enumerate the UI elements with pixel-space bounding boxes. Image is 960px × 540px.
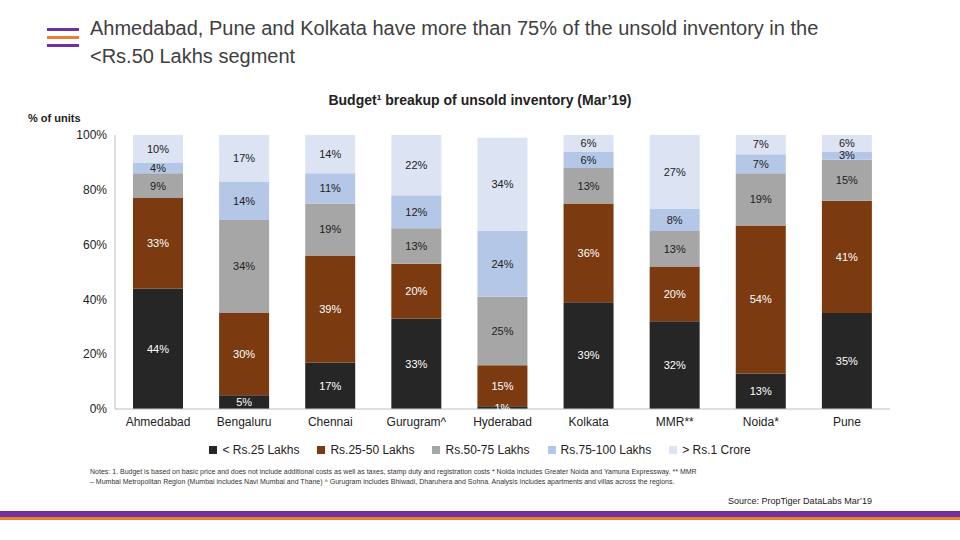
svg-text:33%: 33% [147, 237, 169, 249]
svg-text:9%: 9% [150, 180, 166, 192]
svg-text:3%: 3% [839, 149, 855, 161]
svg-text:Gurugram^: Gurugram^ [387, 415, 447, 429]
svg-text:Kolkata: Kolkata [569, 415, 609, 429]
svg-text:34%: 34% [233, 260, 255, 272]
svg-text:13%: 13% [664, 243, 686, 255]
html-text:Budget¹ breakup of unsold inve: Budget¹ breakup of unsold inventory (Mar… [328, 92, 632, 108]
svg-text:20%: 20% [405, 285, 427, 297]
svg-text:Ahmedabad: Ahmedabad [126, 415, 191, 429]
svg-text:34%: 34% [491, 178, 513, 190]
svg-text:Bengaluru: Bengaluru [217, 415, 272, 429]
svg-text:10%: 10% [147, 143, 169, 155]
svg-text:Noida*: Noida* [743, 415, 779, 429]
svg-text:13%: 13% [578, 180, 600, 192]
svg-text:39%: 39% [319, 303, 341, 315]
svg-text:6%: 6% [581, 137, 597, 149]
svg-text:Pune: Pune [833, 415, 861, 429]
html-text:Rs.75-100 Lakhs: Rs.75-100 Lakhs [560, 443, 652, 457]
svg-text:41%: 41% [836, 251, 858, 263]
svg-text:15%: 15% [491, 380, 513, 392]
svg-text:30%: 30% [233, 348, 255, 360]
svg-text:33%: 33% [405, 358, 427, 370]
svg-text:12%: 12% [405, 206, 427, 218]
svg-text:27%: 27% [664, 166, 686, 178]
svg-text:5%: 5% [236, 396, 252, 408]
svg-text:54%: 54% [750, 293, 772, 305]
svg-text:14%: 14% [233, 195, 255, 207]
svg-text:15%: 15% [836, 174, 858, 186]
svg-text:39%: 39% [578, 349, 600, 361]
svg-text:13%: 13% [750, 385, 772, 397]
svg-text:19%: 19% [750, 193, 772, 205]
svg-text:Hyderabad: Hyderabad [473, 415, 532, 429]
svg-text:MMR**: MMR** [656, 415, 694, 429]
svg-text:60%: 60% [83, 238, 107, 252]
svg-text:7%: 7% [753, 158, 769, 170]
html-text:Rs.50-75 Lakhs: Rs.50-75 Lakhs [445, 443, 530, 457]
html-text:Rs.25-50 Lakhs: Rs.25-50 Lakhs [330, 443, 415, 457]
svg-text:8%: 8% [667, 214, 683, 226]
html-text:< Rs.25 Lakhs: < Rs.25 Lakhs [222, 443, 300, 457]
svg-text:4%: 4% [150, 162, 166, 174]
svg-text:13%: 13% [405, 240, 427, 252]
html-text:Ahmedabad, Pune and Kolkata ha: Ahmedabad, Pune and Kolkata have more th… [90, 17, 819, 67]
html-text:Notes: 1. Budget is based on b: Notes: 1. Budget is based on basic price… [90, 468, 697, 485]
svg-text:24%: 24% [491, 258, 513, 270]
svg-text:Chennai: Chennai [308, 415, 353, 429]
svg-text:44%: 44% [147, 343, 169, 355]
html-text:Source: PropTiger DataLabs Mar: Source: PropTiger DataLabs Mar’19 [727, 496, 872, 506]
svg-text:20%: 20% [664, 288, 686, 300]
svg-text:22%: 22% [405, 159, 427, 171]
svg-text:32%: 32% [664, 359, 686, 371]
svg-text:40%: 40% [83, 293, 107, 307]
svg-text:36%: 36% [578, 247, 600, 259]
svg-text:6%: 6% [581, 154, 597, 166]
svg-text:35%: 35% [836, 355, 858, 367]
html-text:% of units: % of units [28, 112, 81, 124]
svg-text:17%: 17% [233, 152, 255, 164]
svg-text:0%: 0% [90, 402, 108, 416]
svg-text:17%: 17% [319, 380, 341, 392]
html-text:> Rs.1 Crore: > Rs.1 Crore [682, 443, 751, 457]
svg-text:19%: 19% [319, 223, 341, 235]
svg-text:6%: 6% [839, 137, 855, 149]
svg-text:1%: 1% [494, 402, 510, 414]
svg-text:100%: 100% [76, 128, 107, 142]
svg-text:7%: 7% [753, 138, 769, 150]
svg-text:20%: 20% [83, 347, 107, 361]
svg-text:11%: 11% [320, 182, 341, 194]
svg-text:14%: 14% [319, 148, 341, 160]
svg-text:25%: 25% [491, 325, 513, 337]
svg-text:80%: 80% [83, 183, 107, 197]
